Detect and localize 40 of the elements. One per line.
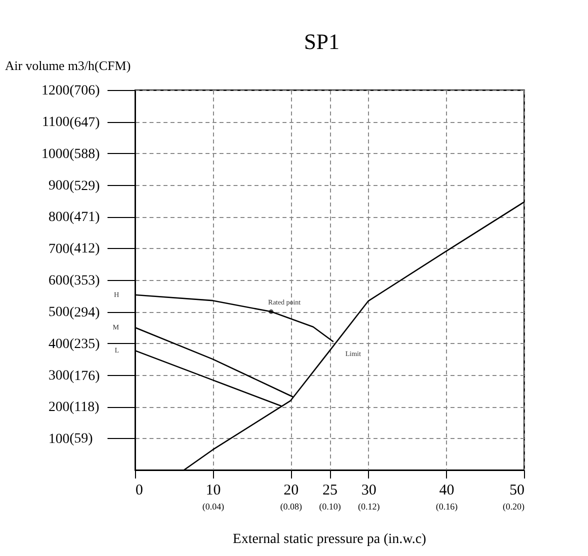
y-tick-label: 600: [48, 274, 70, 288]
x2-tick-label: (0.12): [358, 502, 380, 512]
x-tick-label: 40: [439, 482, 454, 498]
y2-tick-label: (706): [70, 84, 100, 98]
y2-tick-label: (353): [70, 274, 100, 288]
x-tick-label: 30: [361, 482, 376, 498]
y-tick-label: 1100: [42, 115, 70, 130]
y2-tick-label: (118): [70, 400, 100, 415]
y-tick-label: 1200: [42, 84, 70, 98]
x-tick-label: 10: [206, 482, 221, 498]
x2-tick-label: (0.10): [319, 502, 341, 512]
x-tick-label: 25: [322, 482, 338, 498]
x2-tick-label: (0.04): [202, 502, 224, 512]
y2-tick-label: (59): [70, 432, 94, 447]
y-tick-label: 500: [48, 305, 70, 320]
x2-tick-label: (0.16): [436, 502, 458, 512]
y-axis-title: Air volume m3/h(CFM): [5, 58, 131, 73]
chart-title: SP1: [304, 29, 340, 54]
x-axis-title: External static pressure pa (in.w.c): [232, 532, 427, 547]
y-tick-label: 800: [48, 210, 70, 226]
x-tick-label: 20: [284, 482, 299, 498]
x-tick-label: 0: [136, 482, 143, 498]
y2-tick-label: (471): [70, 210, 100, 225]
y-tick-label: 900: [48, 178, 70, 194]
y-tick-label: 200: [48, 400, 70, 416]
y2-tick-label: (588): [70, 147, 100, 162]
x2-tick-label: (0.20): [502, 502, 524, 512]
y2-tick-label: (412): [70, 242, 100, 257]
y2-tick-label: (294): [70, 305, 100, 320]
y2-tick-label: (529): [70, 178, 100, 194]
y-tick-label: 1000: [42, 146, 70, 162]
y2-tick-label: (235): [70, 337, 100, 352]
y2-tick-label: (647): [70, 115, 100, 130]
y-tick-label: 700: [48, 242, 70, 257]
y-tick-label: 400: [48, 336, 70, 352]
x2-tick-label: (0.08): [280, 502, 302, 512]
y2-tick-label: (176): [70, 368, 100, 384]
y-tick-label: 100: [48, 432, 70, 447]
y-tick-label: 300: [48, 368, 70, 384]
x-tick-label: 50: [510, 482, 524, 498]
